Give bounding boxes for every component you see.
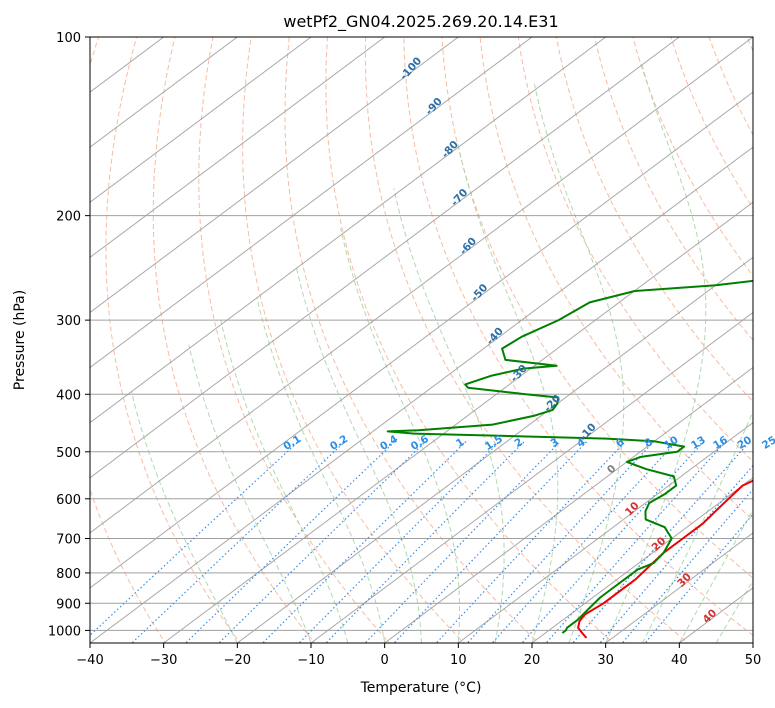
moist-adiabat-line [130,390,238,643]
isotherm-line [163,201,753,643]
mixing-ratio-line [298,440,501,643]
isotherm-line [458,422,753,643]
isotherm-line [384,366,753,643]
y-tick-label: 100 [56,31,81,46]
y-tick-label: 700 [56,533,81,548]
isotherm-line [752,642,753,643]
temperature-profile-line [577,479,753,639]
x-tick-label: 0 [381,653,389,668]
y-tick-label: 200 [56,210,81,225]
y-tick-label: 1000 [48,624,81,639]
isotherm-line [90,37,606,424]
dry-adiabat-line [479,37,753,521]
y-tick-label: 900 [56,597,81,612]
mixing-ratio-line [261,440,467,643]
x-axis-label: Temperature (°C) [360,680,482,696]
isotherm-line [90,37,312,203]
isotherm-line [605,532,753,643]
moist-adiabat-line [220,319,349,643]
dewpoint-profile-line [386,279,753,634]
mixing-ratio-line [545,440,727,643]
isotherm-line [90,37,238,148]
isotherm-line [90,146,753,643]
mixing-ratio-line [491,440,678,643]
y-tick-label: 800 [56,567,81,582]
mixing-ratio-label: 25 [760,434,775,452]
x-tick-label: −10 [297,653,324,668]
dry-adiabat-line [517,37,753,463]
dry-adiabat-line [441,37,753,579]
dry-adiabat-line [325,37,615,643]
mixing-ratio-line [90,440,300,637]
mixing-ratio-line [572,440,751,643]
x-tick-label: −40 [76,653,103,668]
isotherm-line [90,91,753,589]
moist-adiabat-line [642,410,753,643]
dry-adiabat-line [198,37,391,643]
y-tick-label: 600 [56,493,81,508]
mixing-ratio-line [466,440,655,643]
mixing-ratio-line [218,440,427,643]
chart-title: wetPf2_GN04.2025.269.20.14.E31 [283,12,558,32]
mixing-ratio-line [621,488,753,643]
isotherm-line [531,477,753,643]
mixing-ratio-line [521,440,705,643]
moist-adiabat-line [715,579,753,643]
x-tick-label: 30 [597,653,614,668]
y-tick-label: 500 [56,446,81,461]
dry-adiabat-line [555,37,753,403]
isotherm-line [90,37,680,479]
x-tick-label: −20 [224,653,251,668]
plot-frame [89,36,754,644]
moist-adiabat-line [340,228,461,643]
isotherm-line [90,37,753,534]
moist-adiabat-line [188,344,312,643]
mixing-ratio-line [131,440,346,643]
moist-adiabat-line [393,188,505,643]
x-tick-label: −30 [150,653,177,668]
x-tick-label: 40 [671,653,688,668]
mixing-ratio-line [599,464,753,643]
isotherm-line [90,37,385,258]
isotherm-line [310,311,753,643]
y-axis-label: Pressure (hPa) [12,290,28,390]
isotherm-line [90,37,533,369]
x-tick-label: 10 [450,653,467,668]
mixing-ratio-line [393,440,588,643]
mixing-ratio-line [435,440,627,643]
x-tick-label: 20 [524,653,541,668]
y-tick-label: 400 [56,388,81,403]
moist-adiabat-line [605,61,707,643]
y-tick-label: 300 [56,314,81,329]
moist-adiabat-line [256,297,386,643]
isotherm-line [237,256,753,643]
isotherm-line [90,37,459,314]
dry-adiabat-line [152,37,316,643]
moist-adiabat-line [296,267,422,643]
x-tick-label: 50 [745,653,762,668]
